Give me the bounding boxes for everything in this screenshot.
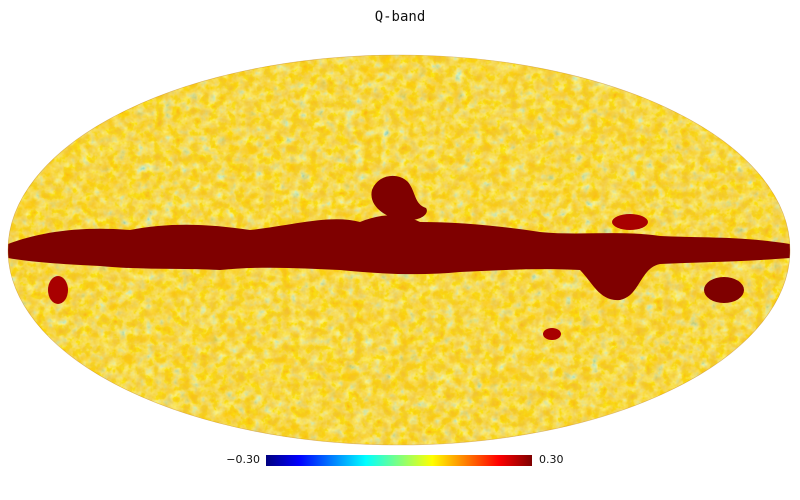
southern-cloud-2: [48, 276, 68, 304]
colorbar-gradient: [266, 455, 532, 466]
colorbar-max-label: 0.30: [539, 453, 564, 466]
north-emission-region: [371, 175, 427, 221]
colorbar-min-label: −0.30: [226, 453, 260, 466]
map-title: Q-band: [374, 9, 426, 25]
colorbar: [266, 455, 532, 466]
southern-cloud-3: [543, 328, 561, 340]
sky-map-outline: [7, 54, 791, 446]
southern-cloud-1: [704, 277, 744, 303]
northern-cloud-1: [612, 214, 648, 230]
galactic-plane-band: [8, 215, 790, 301]
